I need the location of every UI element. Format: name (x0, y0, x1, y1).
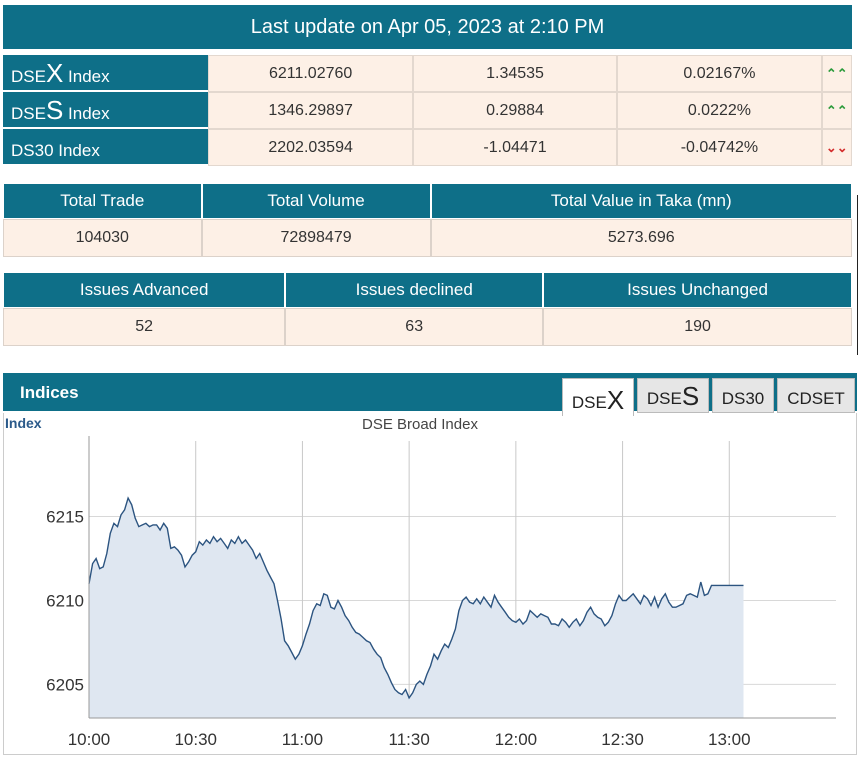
index-change: 1.34535 (412, 55, 618, 92)
index-name: DSES Index (3, 92, 209, 129)
issues-unchanged-value: 190 (543, 308, 852, 346)
y-tick-label: 6215 (46, 508, 84, 527)
double-chevron-up-icon: ⌃⌃ (821, 92, 852, 129)
index-change: 0.29884 (412, 92, 618, 129)
y-tick-label: 6210 (46, 591, 84, 610)
issues-declined-header: Issues declined (285, 272, 544, 308)
index-summary-table: DSEX Index 6211.02760 1.34535 0.02167% ⌃⌃ DSE… (3, 55, 852, 166)
total-value-value: 5273.696 (430, 219, 852, 257)
total-volume-header: Total Volume (201, 183, 431, 219)
index-name-letter: X (45, 58, 64, 88)
tab-cdset[interactable]: CDSET (777, 378, 855, 413)
tab-dses-label: DSE (646, 389, 682, 408)
total-trade-value: 104030 (3, 219, 202, 257)
tab-dsex-label: DSE (571, 393, 607, 412)
chart-frame (3, 413, 857, 755)
issues-unchanged-header: Issues Unchanged (543, 272, 852, 308)
x-tick-label: 11:00 (282, 730, 323, 749)
tab-ds30[interactable]: DS30 (712, 378, 774, 413)
index-name-prefix: DSE (11, 104, 46, 123)
index-name-prefix: DSE (11, 67, 46, 86)
x-tick-label: 10:00 (68, 730, 111, 749)
series-area (89, 498, 744, 718)
y-tick-label: 6205 (46, 675, 84, 694)
index-name: DS30 Index (3, 129, 209, 166)
issues-declined-value: 63 (285, 308, 544, 346)
index-row: DSEX Index 6211.02760 1.34535 0.02167% ⌃⌃ (3, 55, 852, 92)
series-line (88, 496, 744, 700)
issues-advanced-value: 52 (3, 308, 286, 346)
last-update-text: Last update on Apr 05, 2023 at 2:10 PM (250, 15, 605, 38)
y-axis-label: Index (5, 415, 42, 431)
total-volume-value: 72898479 (201, 219, 431, 257)
total-value-header: Total Value in Taka (mn) (430, 183, 852, 219)
index-row: DSES Index 1346.29897 0.29884 0.0222% ⌃⌃ (3, 92, 852, 129)
double-chevron-up-icon: ⌃⌃ (821, 55, 852, 92)
x-tick-label: 13:00 (708, 730, 751, 749)
index-value: 6211.02760 (208, 55, 413, 92)
last-update-bar: Last update on Apr 05, 2023 at 2:10 PM (3, 5, 852, 49)
index-value: 1346.29897 (208, 92, 413, 129)
index-pct: 0.02167% (617, 55, 822, 92)
issues-advanced-header: Issues Advanced (3, 272, 286, 308)
x-tick-label: 12:00 (495, 730, 538, 749)
chart-title: DSE Broad Index (362, 416, 478, 433)
total-trade-header: Total Trade (3, 183, 202, 219)
tab-dsex[interactable]: DSE X (562, 378, 634, 416)
index-name-suffix: Index (63, 67, 110, 86)
index-chart: 6205 6210 6215 10:00 10:30 11:00 11:30 12:00 12:… (5, 415, 836, 749)
tab-ds30-label: DS30 (721, 389, 765, 408)
index-pct: -0.04742% (617, 129, 822, 166)
index-name-prefix: DS30 Index (11, 141, 100, 160)
double-chevron-down-icon: ⌄⌄ (821, 129, 852, 166)
tab-dses[interactable]: DSE S (637, 378, 709, 413)
index-name: DSEX Index (3, 55, 209, 92)
scrollbar-edge (857, 195, 858, 355)
issues-summary-table: Issues Advanced Issues declined Issues U… (3, 272, 852, 346)
x-tick-label: 10:30 (174, 730, 217, 749)
tab-cdset-label: CDSET (787, 389, 845, 408)
x-tick-label: 12:30 (601, 730, 644, 749)
index-name-letter: S (45, 95, 64, 125)
index-value: 2202.03594 (208, 129, 413, 166)
trade-summary-table: Total Trade Total Volume Total Value in … (3, 183, 852, 257)
index-name-suffix: Index (63, 104, 110, 123)
x-tick-label: 11:30 (389, 730, 430, 749)
index-pct: 0.0222% (617, 92, 822, 129)
tab-dsex-letter: X (606, 385, 625, 415)
tab-dses-letter: S (681, 381, 700, 411)
index-row: DS30 Index 2202.03594 -1.04471 -0.04742% ⌄⌄ (3, 129, 852, 166)
indices-title: Indices (20, 383, 79, 402)
index-change: -1.04471 (412, 129, 618, 166)
